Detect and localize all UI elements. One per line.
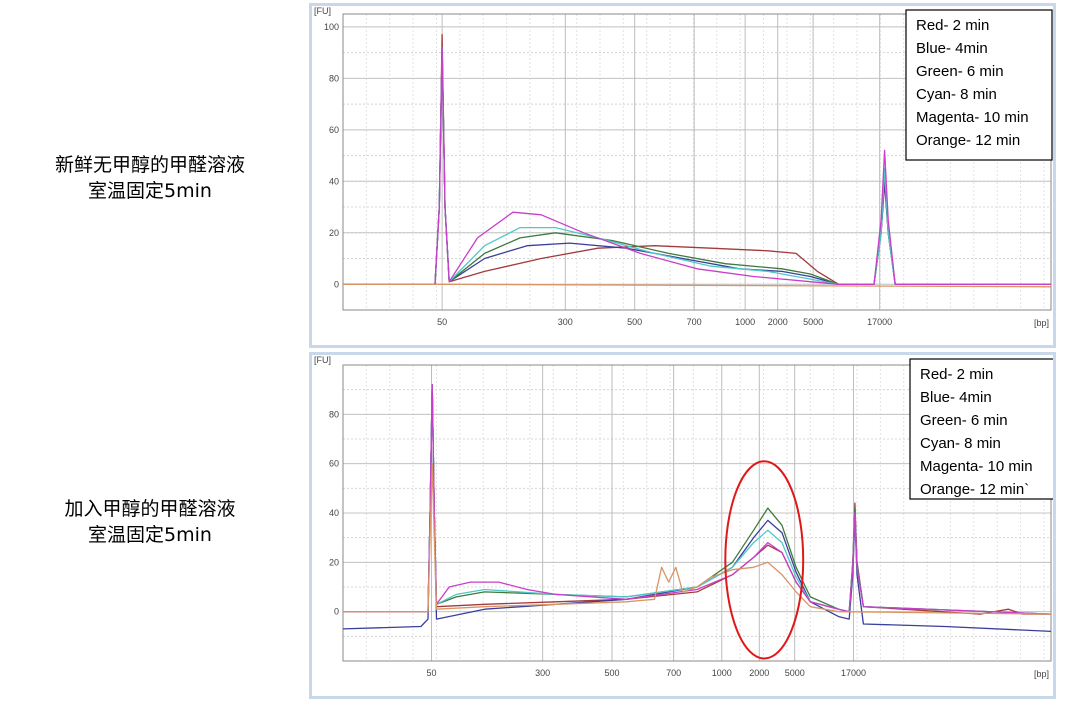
series-line-orange bbox=[343, 283, 1052, 288]
x-tick-label: 2000 bbox=[768, 317, 788, 327]
legend-entry: Red- 2 min bbox=[920, 366, 993, 383]
plot-frame bbox=[342, 364, 1052, 662]
legend-entry: Cyan- 8 min bbox=[916, 86, 997, 103]
legend-entry: Magenta- 10 min bbox=[916, 109, 1029, 126]
plot-frame bbox=[342, 13, 1052, 311]
electropherogram-top-panel: 0 20 40 60 80 100 50 300 500 700 1000 2000 5000 17000… bbox=[309, 3, 1056, 348]
y-tick-label: 80 bbox=[329, 73, 339, 83]
condition-2-line1: 加入甲醇的甲醛溶液 bbox=[64, 498, 236, 520]
x-tick-label: 300 bbox=[558, 317, 573, 327]
x-tick-label: 500 bbox=[605, 668, 620, 678]
x-tick-label: 1000 bbox=[735, 317, 755, 327]
series-line-magenta bbox=[343, 46, 1051, 285]
condition-label-2: 加入甲醇的甲醛溶液 室温固定5min bbox=[0, 496, 300, 548]
x-tick-label: 17000 bbox=[841, 668, 866, 678]
x-tick-label: 1000 bbox=[712, 668, 732, 678]
x-tick-label: 700 bbox=[666, 668, 681, 678]
y-tick-label: 20 bbox=[329, 557, 339, 567]
y-unit-label: [FU] bbox=[314, 6, 331, 16]
x-tick-label: 500 bbox=[627, 317, 642, 327]
y-tick-label: 20 bbox=[329, 228, 339, 238]
y-tick-label: 60 bbox=[329, 459, 339, 469]
series-line-orange bbox=[343, 463, 1052, 615]
legend-entry: Blue- 4min bbox=[916, 40, 988, 57]
legend-entry: Red- 2 min bbox=[916, 17, 989, 34]
x-tick-label: 300 bbox=[535, 668, 550, 678]
x-tick-label: 50 bbox=[426, 668, 436, 678]
y-unit-label: [FU] bbox=[314, 355, 331, 365]
y-tick-label: 40 bbox=[329, 176, 339, 186]
y-tick-label: 60 bbox=[329, 125, 339, 135]
legend-entry: Orange- 12 min bbox=[916, 132, 1020, 149]
legend-box bbox=[909, 358, 1055, 500]
y-tick-label: 0 bbox=[334, 607, 339, 617]
legend-entry: Orange- 12 min` bbox=[920, 481, 1029, 498]
electropherogram-top-chart: 0 20 40 60 80 100 50 300 500 700 1000 2000 5000 17000… bbox=[314, 6, 1053, 328]
x-unit-label: [bp] bbox=[1034, 669, 1049, 679]
legend-entry: Blue- 4min bbox=[920, 389, 992, 406]
electropherogram-bottom-chart: 0 20 40 60 80 50 300 500 700 1000 2000 5000 17000 [FU… bbox=[314, 355, 1055, 679]
y-tick-label: 40 bbox=[329, 508, 339, 518]
y-tick-label: 0 bbox=[334, 279, 339, 289]
x-tick-label: 2000 bbox=[749, 668, 769, 678]
x-tick-label: 700 bbox=[687, 317, 702, 327]
legend-entry: Green- 6 min bbox=[920, 412, 1008, 429]
highlight-ellipse bbox=[724, 460, 805, 660]
legend-entry: Magenta- 10 min bbox=[920, 458, 1033, 475]
condition-label-1: 新鲜无甲醇的甲醛溶液 室温固定5min bbox=[0, 152, 300, 204]
x-unit-label: [bp] bbox=[1034, 318, 1049, 328]
x-tick-label: 17000 bbox=[867, 317, 892, 327]
y-tick-label: 80 bbox=[329, 409, 339, 419]
legend-box bbox=[905, 9, 1053, 161]
x-tick-label: 5000 bbox=[803, 317, 823, 327]
legend-entry: Cyan- 8 min bbox=[920, 435, 1001, 452]
y-tick-label: 100 bbox=[324, 22, 339, 32]
electropherogram-bottom-panel: 0 20 40 60 80 50 300 500 700 1000 2000 5000 17000 [FU… bbox=[309, 352, 1056, 699]
condition-1-line1: 新鲜无甲醇的甲醛溶液 bbox=[54, 154, 245, 176]
condition-2-line2: 室温固定5min bbox=[88, 524, 212, 546]
x-tick-label: 50 bbox=[437, 317, 447, 327]
condition-1-line2: 室温固定5min bbox=[88, 180, 212, 202]
legend-entry: Green- 6 min bbox=[916, 63, 1004, 80]
x-tick-label: 5000 bbox=[785, 668, 805, 678]
